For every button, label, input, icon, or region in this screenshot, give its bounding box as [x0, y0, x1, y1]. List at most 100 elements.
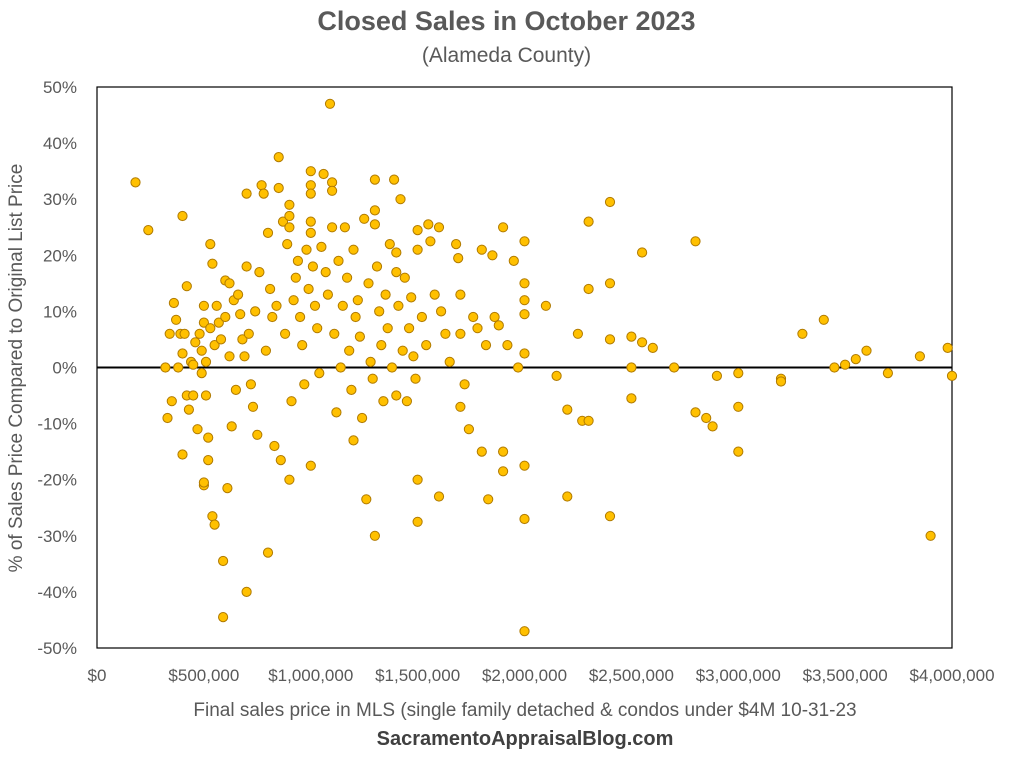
data-point — [252, 429, 263, 440]
data-point — [519, 309, 530, 320]
data-point — [850, 354, 861, 365]
data-point — [331, 407, 342, 418]
data-point — [233, 289, 244, 300]
data-point — [513, 362, 524, 373]
data-point — [273, 182, 284, 194]
data-point — [339, 222, 350, 233]
data-point — [925, 530, 936, 541]
data-point — [399, 272, 410, 283]
data-point — [401, 396, 412, 407]
data-point — [914, 351, 926, 362]
data-point — [168, 297, 179, 309]
data-point — [160, 362, 171, 373]
data-point — [604, 196, 616, 208]
data-point — [429, 289, 440, 300]
data-point — [284, 199, 295, 210]
x-tick-label: $1,500,000 — [375, 666, 460, 685]
data-point — [198, 300, 209, 311]
data-point — [733, 368, 744, 379]
y-tick-label: 50% — [43, 78, 77, 97]
data-point — [297, 340, 308, 351]
data-point — [262, 547, 274, 558]
data-point — [200, 356, 212, 367]
data-point — [502, 340, 513, 351]
data-point — [222, 483, 233, 494]
data-point — [359, 213, 370, 224]
data-point — [389, 174, 400, 185]
data-point — [275, 455, 286, 466]
data-point — [361, 494, 372, 505]
data-point — [196, 368, 207, 379]
data-point — [207, 511, 218, 522]
data-point — [480, 340, 492, 351]
data-point — [519, 513, 530, 525]
data-point — [241, 188, 252, 199]
data-point — [327, 177, 338, 188]
data-point — [412, 244, 423, 255]
data-point — [209, 340, 220, 351]
data-point — [245, 379, 256, 390]
data-point — [707, 421, 718, 432]
data-point — [241, 586, 252, 598]
data-point — [329, 328, 340, 339]
data-point — [177, 449, 188, 460]
data-point — [604, 334, 616, 345]
data-point — [198, 477, 209, 488]
data-point — [305, 166, 316, 177]
data-point — [701, 412, 712, 424]
y-tick-label: 40% — [43, 134, 77, 153]
data-point — [262, 227, 274, 238]
data-point — [350, 311, 361, 323]
data-point — [493, 320, 504, 331]
data-point — [348, 435, 359, 446]
data-point — [299, 379, 310, 390]
data-point — [203, 432, 214, 443]
data-point — [250, 306, 261, 317]
data-point — [190, 337, 201, 348]
data-point — [292, 255, 303, 266]
data-point — [840, 359, 851, 370]
data-point — [305, 188, 316, 199]
data-point — [284, 222, 295, 233]
data-point — [226, 421, 237, 432]
data-point — [239, 351, 250, 362]
data-point — [218, 555, 229, 567]
data-point — [314, 368, 325, 379]
data-point — [416, 311, 427, 323]
data-point — [508, 255, 519, 266]
data-point — [519, 348, 530, 359]
data-point — [425, 236, 436, 247]
data-point — [453, 253, 464, 264]
data-point — [320, 267, 331, 278]
data-point — [637, 337, 648, 348]
data-point — [433, 222, 445, 233]
data-point — [224, 278, 235, 289]
data-point — [797, 328, 808, 339]
data-point — [690, 236, 701, 247]
data-point — [207, 258, 218, 269]
data-point — [305, 460, 316, 471]
x-tick-label: $4,000,000 — [909, 666, 994, 685]
data-point — [256, 180, 267, 191]
data-point — [282, 239, 293, 250]
data-point — [669, 362, 680, 373]
data-point — [305, 216, 316, 227]
data-point — [171, 314, 182, 325]
data-point — [369, 530, 380, 541]
x-tick-label: $3,000,000 — [696, 666, 781, 685]
data-point — [322, 289, 333, 300]
data-point — [143, 225, 154, 236]
data-point — [626, 362, 637, 373]
data-point — [196, 345, 207, 356]
data-point — [342, 272, 353, 283]
data-point — [371, 261, 383, 272]
data-point — [384, 239, 395, 250]
data-point — [162, 412, 173, 424]
y-tick-label: -20% — [37, 471, 77, 490]
data-point — [861, 345, 872, 356]
data-point — [354, 331, 365, 342]
data-point — [455, 328, 466, 339]
data-point — [209, 519, 220, 530]
data-point — [369, 174, 380, 185]
data-point — [177, 348, 188, 359]
